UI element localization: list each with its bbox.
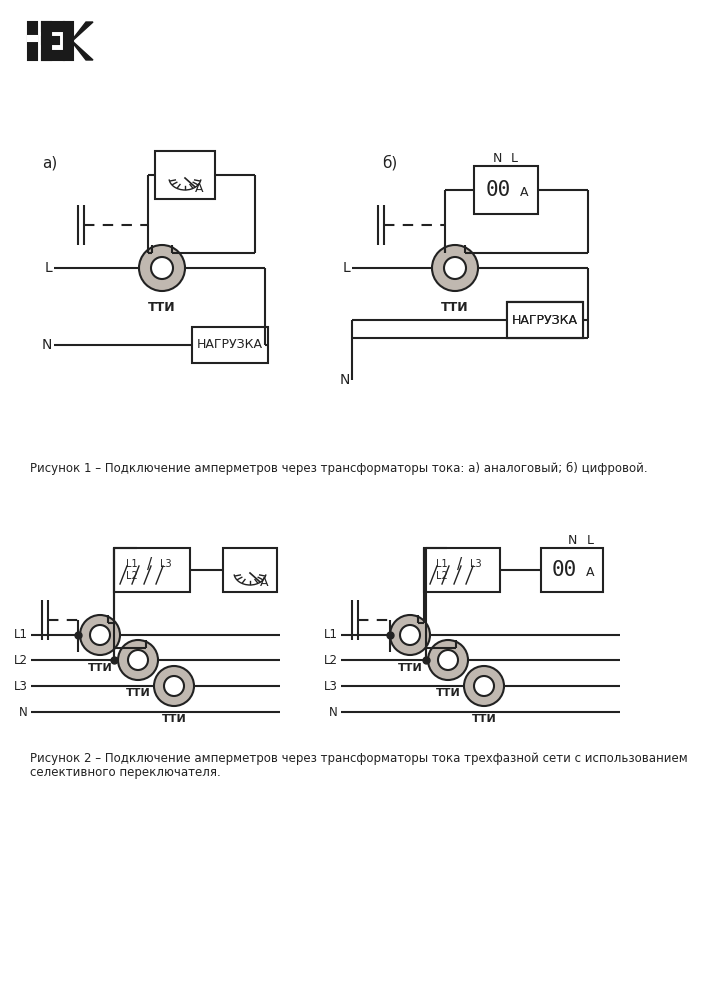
Text: 00: 00 <box>552 560 576 580</box>
Text: НАГРУЗКА: НАГРУЗКА <box>512 314 578 327</box>
Text: L1: L1 <box>126 559 138 569</box>
Text: НАГРУЗКА: НАГРУЗКА <box>197 339 263 352</box>
Bar <box>42 37 59 44</box>
Text: /: / <box>147 556 152 571</box>
Text: N: N <box>329 705 338 718</box>
Bar <box>42 51 64 60</box>
Polygon shape <box>73 42 93 60</box>
Text: /: / <box>457 556 462 571</box>
Text: ТТИ: ТТИ <box>148 301 176 314</box>
Text: селективного переключателя.: селективного переключателя. <box>30 766 220 779</box>
Text: L: L <box>44 261 52 275</box>
Circle shape <box>118 640 158 680</box>
Text: A: A <box>586 565 594 578</box>
Text: L3: L3 <box>14 679 28 692</box>
Text: ТТИ: ТТИ <box>471 714 496 724</box>
Text: ТТИ: ТТИ <box>398 663 423 673</box>
Bar <box>474 166 538 214</box>
Circle shape <box>428 640 468 680</box>
Polygon shape <box>73 22 93 40</box>
Bar <box>424 548 500 592</box>
Circle shape <box>154 666 194 706</box>
Circle shape <box>444 257 466 279</box>
Circle shape <box>400 625 420 645</box>
Text: Рисунок 1 – Подключение амперметров через трансформаторы тока: а) аналоговый; б): Рисунок 1 – Подключение амперметров чере… <box>30 462 647 476</box>
Text: L2: L2 <box>126 571 138 581</box>
Circle shape <box>90 625 110 645</box>
Circle shape <box>80 615 120 655</box>
Bar <box>64 22 73 60</box>
Text: N: N <box>567 534 576 547</box>
Text: а): а) <box>42 155 57 170</box>
Text: L2: L2 <box>436 571 448 581</box>
Text: ТТИ: ТТИ <box>88 663 112 673</box>
Text: ТТИ: ТТИ <box>435 688 460 698</box>
Bar <box>223 548 277 592</box>
Circle shape <box>151 257 173 279</box>
Text: ТТИ: ТТИ <box>441 301 469 314</box>
Text: ТТИ: ТТИ <box>125 688 150 698</box>
Bar <box>28 36 37 41</box>
Bar <box>114 548 190 592</box>
Text: L1: L1 <box>436 559 448 569</box>
Bar <box>42 22 51 60</box>
Bar <box>507 302 583 338</box>
Text: A: A <box>520 186 528 199</box>
Text: L1: L1 <box>324 628 338 641</box>
Text: L2: L2 <box>324 653 338 666</box>
Circle shape <box>128 650 148 670</box>
Circle shape <box>432 245 478 291</box>
Text: A: A <box>259 575 268 588</box>
Circle shape <box>390 615 430 655</box>
Text: N: N <box>19 705 28 718</box>
Bar <box>42 22 64 31</box>
Text: L: L <box>586 534 593 547</box>
Text: НАГРУЗКА: НАГРУЗКА <box>512 314 578 327</box>
Bar <box>541 548 603 592</box>
Bar <box>28 22 37 60</box>
Circle shape <box>438 650 458 670</box>
Text: L: L <box>342 261 350 275</box>
Bar <box>155 151 215 199</box>
Text: L3: L3 <box>324 679 338 692</box>
Text: N: N <box>42 338 52 352</box>
Text: б): б) <box>382 155 397 171</box>
Text: L1: L1 <box>14 628 28 641</box>
Text: L3: L3 <box>160 559 172 569</box>
Circle shape <box>139 245 185 291</box>
Text: 00: 00 <box>486 180 510 200</box>
Text: N: N <box>340 373 350 387</box>
Text: Рисунок 2 – Подключение амперметров через трансформаторы тока трехфазной сети с : Рисунок 2 – Подключение амперметров чере… <box>30 752 688 765</box>
Circle shape <box>164 676 184 696</box>
Text: L: L <box>510 152 518 165</box>
Circle shape <box>464 666 504 706</box>
Text: L2: L2 <box>14 653 28 666</box>
Bar <box>192 327 268 363</box>
Text: A: A <box>195 183 203 196</box>
Text: ТТИ: ТТИ <box>162 714 186 724</box>
Text: L3: L3 <box>470 559 482 569</box>
Text: N: N <box>492 152 502 165</box>
Circle shape <box>474 676 494 696</box>
Bar <box>507 302 583 338</box>
